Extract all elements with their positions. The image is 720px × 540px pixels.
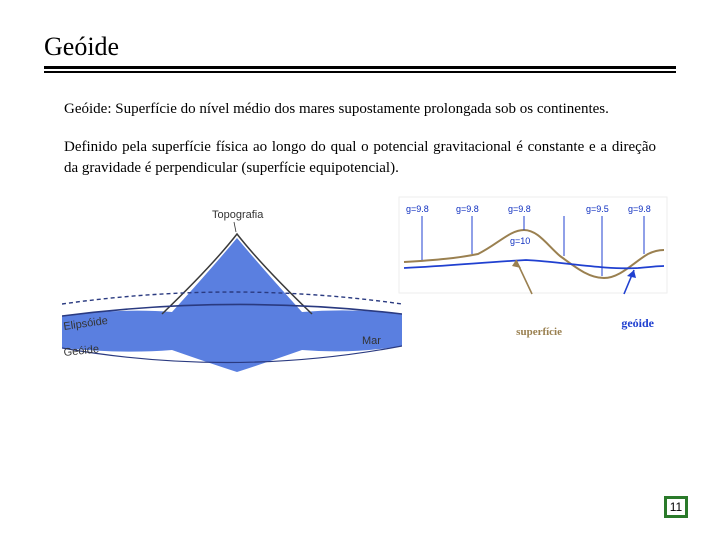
figures-container: Topografia Elipsóide Geóide Mar g=9.8 — [44, 196, 676, 406]
label-geoide-left: Geóide — [63, 343, 100, 359]
caption-superficie: superfície — [516, 326, 562, 338]
g-label-0: g=9.8 — [406, 204, 429, 214]
g-label-2: g=9.8 — [508, 204, 531, 214]
page-number: 11 — [664, 496, 688, 518]
label-topografia: Topografia — [212, 209, 264, 221]
g-label-4: g=9.5 — [586, 204, 609, 214]
title-underline-1 — [44, 66, 676, 69]
caption-geoide: geóide — [621, 316, 654, 331]
paragraph-1: Geóide: Superfície do nível médio dos ma… — [64, 99, 656, 119]
g-label-1: g=9.8 — [456, 204, 479, 214]
g-label-3: g=10 — [510, 236, 530, 246]
label-mar: Mar — [362, 335, 381, 347]
slide-title: Geóide — [44, 32, 676, 62]
fig-right-frame — [399, 197, 667, 293]
g-label-5: g=9.8 — [628, 204, 651, 214]
title-underline-2 — [44, 71, 676, 73]
pointer-topografia — [234, 222, 236, 232]
figure-gravity-profile: g=9.8 g=9.8 g=9.8 g=10 g=9.5 g=9.8 — [398, 196, 668, 336]
paragraph-2: Definido pela superfície física ao longo… — [64, 137, 656, 178]
figure-cross-section: Topografia Elipsóide Geóide Mar — [62, 196, 402, 386]
